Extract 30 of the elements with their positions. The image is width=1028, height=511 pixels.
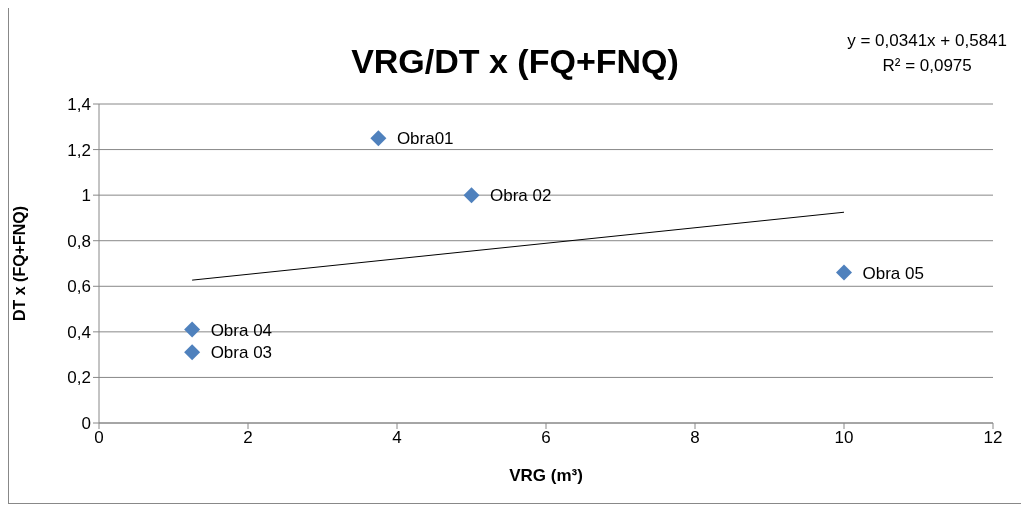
y-tick-label: 0 <box>81 414 91 434</box>
x-tick-label: 12 <box>983 428 1003 448</box>
point <box>836 264 852 281</box>
point <box>463 187 480 204</box>
data-label: Obra 03 <box>210 343 273 363</box>
point <box>184 321 201 338</box>
point <box>184 344 201 361</box>
x-tick-label: 6 <box>541 428 551 448</box>
y-tick-label: 1,4 <box>67 95 91 115</box>
y-tick-label: 0,2 <box>67 368 91 388</box>
y-tick-label: 0,6 <box>67 277 91 297</box>
x-tick-label: 8 <box>690 428 700 448</box>
x-tick-label: 10 <box>834 428 854 448</box>
x-tick-label: 2 <box>243 428 253 448</box>
y-tick-label: 0,4 <box>67 322 91 342</box>
data-label: Obra 05 <box>862 263 924 283</box>
y-tick-label: 1 <box>81 186 91 206</box>
data-label: Obra01 <box>396 129 454 149</box>
text: y = 0,0341x + 0,5841 <box>847 30 1007 52</box>
y-axis-title: DT x (FQ+FNQ) <box>10 205 28 322</box>
chart-title: VRG/DT x (FQ+FNQ) <box>351 42 679 80</box>
point <box>370 130 387 147</box>
text: R² = 0,0975 <box>881 55 973 77</box>
x-tick-label: 0 <box>94 428 104 448</box>
y-tick-label: 1,2 <box>67 140 91 160</box>
data-label: Obra 02 <box>490 186 552 206</box>
data-label: Obra 04 <box>210 320 273 340</box>
x-tick-label: 4 <box>392 428 402 448</box>
x-axis-title: VRG (m³) <box>509 466 583 485</box>
y-tick-label: 0,8 <box>67 231 91 251</box>
